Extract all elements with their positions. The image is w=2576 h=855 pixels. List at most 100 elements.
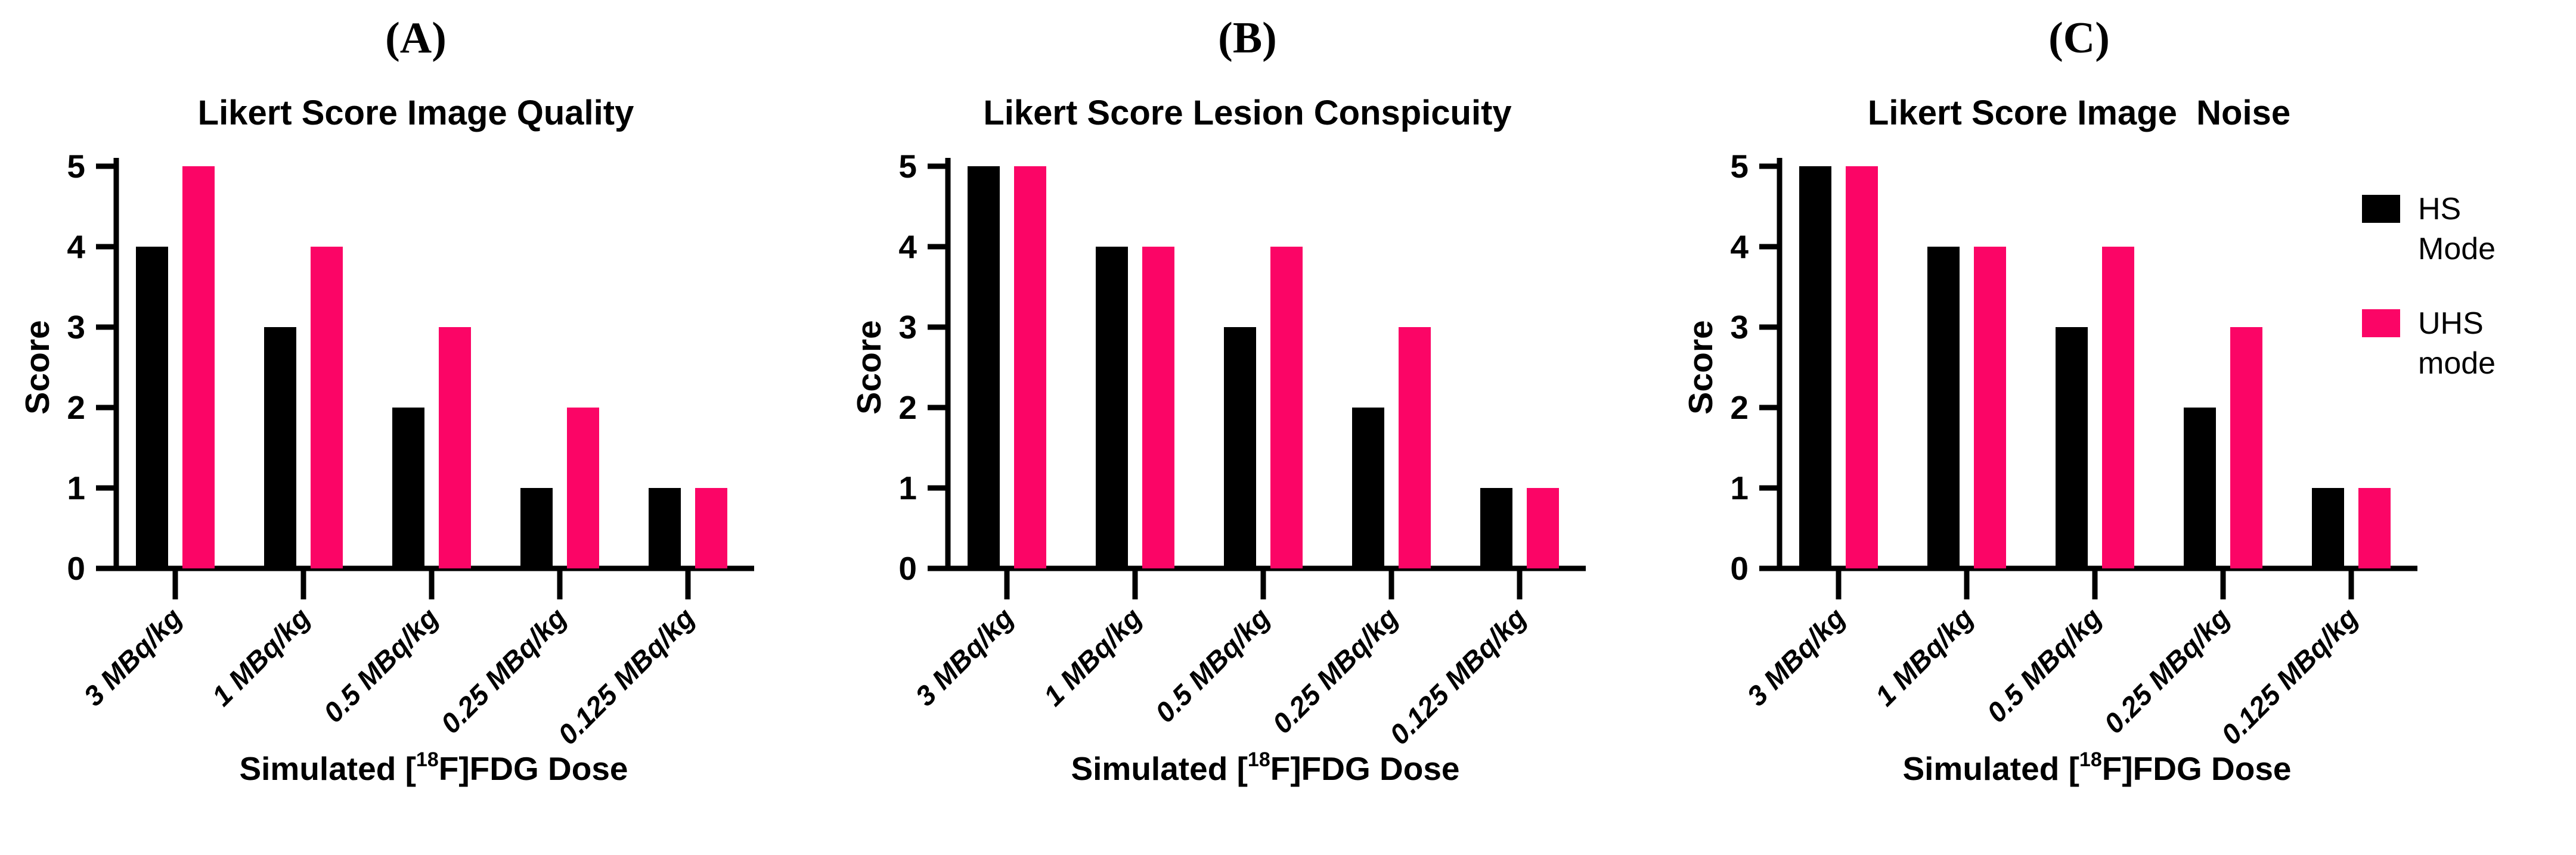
- panel-c: (C) Likert Score Image Noise 0 1 2 3 4 5 Score…: [1663, 0, 2495, 788]
- x-category-label: 1 MBq/kg: [1869, 602, 1979, 712]
- uhs-mode-label: UHS mode: [2418, 304, 2496, 384]
- bar-hs-mode: [1224, 327, 1256, 568]
- x-category-label: 3 MBq/kg: [1741, 602, 1851, 712]
- bar-hs-mode: [1480, 488, 1512, 568]
- y-axis-title: Score: [1682, 320, 1720, 414]
- bar-uhs-mode: [1527, 488, 1559, 568]
- x-category-label: 0.25 MBq/kg: [435, 602, 572, 739]
- bar-hs-mode: [1927, 247, 1960, 568]
- bar-uhs-mode: [311, 247, 343, 568]
- bar-uhs-mode: [2230, 327, 2262, 568]
- bar-uhs-mode: [2102, 247, 2134, 568]
- y-tick-label: 4: [898, 228, 917, 265]
- x-category-label: 0.5 MBq/kg: [1149, 602, 1276, 729]
- bar-uhs-mode: [1270, 247, 1303, 568]
- hs-mode-label-line2: Mode: [2418, 232, 2496, 266]
- bar-hs-mode: [1352, 408, 1384, 568]
- panel-a-x-axis-title: Simulated [18F]FDG Dose: [203, 748, 628, 788]
- bar-uhs-mode: [567, 408, 599, 568]
- x-title-superscript: 18: [1247, 748, 1270, 771]
- uhs-mode-label-line1: UHS: [2418, 306, 2484, 341]
- legend-item-uhs-mode: UHS mode: [2362, 304, 2496, 384]
- bar-uhs-mode: [182, 166, 215, 568]
- bar-chart-image-quality: 0 1 2 3 4 5 Score 3 MBq/kg 1 MBq/kg 0.5 MBq/kg0.2…: [18, 148, 754, 751]
- x-category-label: 0.125 MBq/kg: [1383, 602, 1532, 751]
- y-tick-label: 2: [1730, 389, 1749, 426]
- x-title-pre: Simulated [: [1071, 750, 1248, 787]
- bar-uhs-mode: [1142, 247, 1174, 568]
- panel-b-label: (B): [1218, 14, 1277, 63]
- hs-mode-label-line1: HS: [2418, 192, 2462, 226]
- bar-chart-image-noise: 0 1 2 3 4 5 Score 3 MBq/kg 1 MBq/kg 0.5 MBq/kg0.2…: [1682, 148, 2417, 751]
- y-tick-label: 2: [898, 389, 917, 426]
- y-tick-label: 5: [898, 148, 917, 185]
- x-category-label: 0.25 MBq/kg: [2098, 602, 2236, 739]
- panel-b: (B) Likert Score Lesion Conspicuity 0 1 2 3…: [832, 0, 1663, 788]
- legend-item-hs-mode: HS Mode: [2362, 189, 2496, 269]
- x-title-superscript: 18: [416, 748, 439, 771]
- panel-b-chart-title: Likert Score Lesion Conspicuity: [983, 94, 1512, 132]
- panel-c-x-axis-title: Simulated [18F]FDG Dose: [1867, 748, 2292, 788]
- bar-uhs-mode: [695, 488, 727, 568]
- x-title-post: F]FDG Dose: [1270, 750, 1460, 787]
- y-tick-label: 0: [67, 550, 85, 587]
- x-category-label: 0.125 MBq/kg: [2215, 602, 2364, 751]
- y-tick-label: 2: [67, 389, 85, 426]
- bar-hs-mode: [968, 166, 1000, 568]
- y-tick-label: 5: [1730, 148, 1749, 185]
- y-tick-label: 4: [1730, 228, 1749, 265]
- y-tick-label: 4: [67, 228, 85, 265]
- bar-hs-mode: [1799, 166, 1831, 568]
- x-title-post: F]FDG Dose: [2101, 750, 2292, 787]
- x-title-superscript: 18: [2079, 748, 2102, 771]
- x-title-pre: Simulated [: [239, 750, 416, 787]
- panel-c-label: (C): [2048, 14, 2110, 63]
- bar-uhs-mode: [1974, 247, 2006, 568]
- y-tick-label: 5: [67, 148, 85, 185]
- panel-a: (A) Likert Score Image Quality 0 1 2 3 4 5 Sco…: [0, 0, 832, 788]
- legend: HS Mode UHS mode: [2362, 189, 2496, 384]
- bar-uhs-mode: [2358, 488, 2391, 568]
- bar-hs-mode: [2312, 488, 2344, 568]
- y-tick-label: 3: [67, 309, 85, 346]
- x-title-post: F]FDG Dose: [438, 750, 628, 787]
- y-tick-label: 1: [898, 470, 917, 506]
- bar-uhs-mode: [1846, 166, 1878, 568]
- hs-mode-label: HS Mode: [2418, 189, 2496, 269]
- bar-hs-mode: [2056, 327, 2088, 568]
- panel-a-label: (A): [385, 14, 447, 63]
- x-category-label: 0.25 MBq/kg: [1266, 602, 1404, 739]
- x-category-label: 3 MBq/kg: [78, 602, 188, 712]
- x-category-label: 0.5 MBq/kg: [317, 602, 444, 729]
- x-category-label: 0.125 MBq/kg: [551, 602, 700, 751]
- uhs-mode-swatch: [2362, 309, 2400, 337]
- y-tick-label: 0: [898, 550, 917, 587]
- y-axis-title: Score: [18, 320, 57, 414]
- bar-chart-lesion-conspicuity: 0 1 2 3 4 5 Score 3 MBq/kg 1 MBq/kg 0.5 MBq/kg0.2…: [850, 148, 1586, 751]
- bar-hs-mode: [264, 327, 296, 568]
- x-category-label: 1 MBq/kg: [206, 602, 316, 712]
- y-axis-title: Score: [850, 320, 888, 414]
- panel-a-chart-title: Likert Score Image Quality: [197, 94, 634, 132]
- bar-hs-mode: [392, 408, 424, 568]
- y-tick-label: 1: [67, 470, 85, 506]
- x-title-pre: Simulated [: [1902, 750, 2079, 787]
- bar-hs-mode: [520, 488, 553, 568]
- panel-b-x-axis-title: Simulated [18F]FDG Dose: [1035, 748, 1460, 788]
- x-category-label: 3 MBq/kg: [909, 602, 1019, 712]
- bar-uhs-mode: [439, 327, 471, 568]
- bar-hs-mode: [649, 488, 681, 568]
- x-category-label: 1 MBq/kg: [1037, 602, 1148, 712]
- y-tick-label: 3: [898, 309, 917, 346]
- hs-mode-swatch: [2362, 195, 2400, 223]
- panel-c-chart-title: Likert Score Image Noise: [1867, 94, 2291, 132]
- y-tick-label: 0: [1730, 550, 1749, 587]
- bar-uhs-mode: [1399, 327, 1431, 568]
- x-category-label: 0.5 MBq/kg: [1980, 602, 2107, 729]
- y-tick-label: 1: [1730, 470, 1749, 506]
- bar-hs-mode: [136, 247, 168, 568]
- bar-uhs-mode: [1014, 166, 1046, 568]
- y-tick-label: 3: [1730, 309, 1749, 346]
- bar-hs-mode: [2184, 408, 2216, 568]
